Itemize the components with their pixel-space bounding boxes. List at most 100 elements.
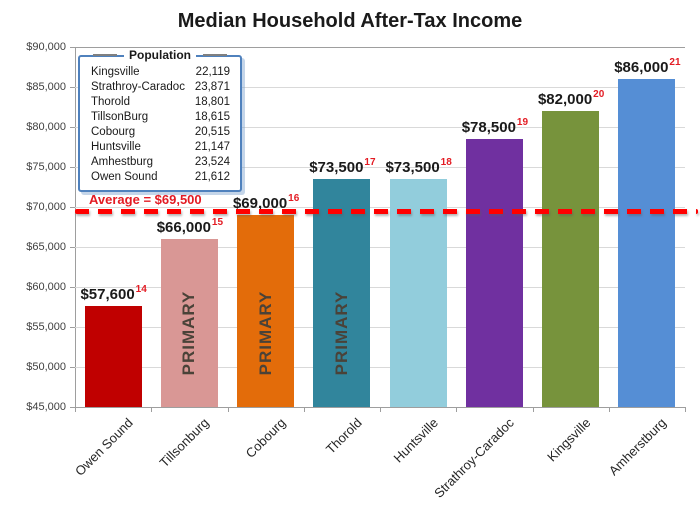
average-label: Average = $69,500 [89,192,202,207]
gridline-50000 [75,367,685,368]
legend-city: TillsonBurg [91,111,149,123]
primary-label-tillsonburg: PRIMARY [179,290,199,376]
x-axis-label-strathroy-caradoc: Strathroy-Caradoc [431,415,517,501]
average-line [75,209,698,214]
bar-amherstburg [618,79,676,407]
bar-value-label: $78,50019 [462,117,529,136]
legend-city: Thorold [91,96,130,108]
legend-population-value: 20,515 [194,126,230,138]
x-axis-label-kingsville: Kingsville [543,415,594,465]
x-axis-tick [303,407,305,412]
x-axis-label-owen-sound: Owen Sound [71,415,136,479]
y-axis-label-75000: $75,000 [26,161,66,173]
x-axis-tick [532,407,534,412]
y-axis-tick [70,367,75,368]
bar-strathroy-caradoc [465,139,523,407]
y-axis-tick [70,407,75,408]
population-legend: Population Kingsville 22,119 Strathroy-Car… [78,48,242,192]
x-axis-label-cobourg: Cobourg [242,415,289,461]
y-axis-tick [70,207,75,208]
bar-value-kingsville: $82,000 [537,91,593,108]
legend-row: Owen Sound 21,612 [80,170,240,185]
gridline-60000 [75,287,685,288]
legend-row: Huntsville 21,147 [80,140,240,155]
legend-city: Amhestburg [91,156,154,168]
legend-population-value: 23,524 [194,156,230,168]
gridline-75000 [75,167,685,168]
plot-area: PRIMARY PRIMARY PRIMARY [75,47,685,408]
x-axis-label-amherstburg: Amherstburg [606,415,670,479]
footnote-ref-amherstburg: 21 [669,57,681,68]
footnote-ref-owen-sound: 14 [135,284,147,296]
y-axis-line [75,47,76,407]
x-axis-tick [456,407,458,412]
legend-population-value: 18,615 [194,111,230,123]
legend-title-line-right [203,54,227,56]
x-axis-label-huntsville: Huntsville [390,415,441,466]
bar-value-label: $86,00021 [614,57,681,76]
bar-value-label: $66,00015 [156,217,224,236]
legend-city: Owen Sound [91,171,158,183]
bar-value-label: $82,00020 [537,89,605,108]
x-axis-tick [75,407,76,412]
bar-cobourg [237,215,295,407]
legend-city: Kingsville [91,66,140,78]
bar-huntsville [389,179,447,407]
gridline-55000 [75,327,685,328]
x-axis-tick [608,407,610,412]
legend-city: Huntsville [91,141,141,153]
footnote-ref-tillsonburg: 15 [211,217,224,228]
footnote-ref-thorold: 17 [364,157,376,168]
legend-row: TillsonBurg 18,615 [80,110,240,125]
footnote-ref-cobourg: 16 [288,193,300,204]
y-axis-tick [70,167,75,168]
legend-population-value: 23,871 [194,81,230,93]
x-axis-tick [151,407,153,412]
y-axis-label-85000: $85,000 [26,81,66,93]
bar-kingsville [542,111,600,407]
y-axis-label-60000: $60,000 [26,281,66,293]
legend-city: Strathroy-Caradoc [91,81,185,93]
chart-title: Median Household After-Tax Income [177,10,523,32]
bar-owen-sound [84,306,142,407]
footnote-ref-strathroy-caradoc: 19 [516,117,529,128]
footnote-ref-kingsville: 20 [593,89,605,100]
y-axis-tick [70,327,75,328]
legend-population-value: 18,801 [194,96,230,108]
bar-value-thorold: $73,500 [309,159,364,176]
y-axis-label-45000: $45,000 [26,401,66,413]
x-axis-label-tillsonburg: Tillsonburg [156,415,212,471]
bar-value-label: $69,00016 [232,193,300,212]
x-axis-label-thorold: Thorold [322,415,365,457]
y-axis-label-70000: $70,000 [26,201,66,213]
bar-value-label: $57,60014 [80,284,147,303]
legend-city: Cobourg [91,126,136,138]
legend-title-line-left [93,54,117,56]
y-axis-tick [70,287,75,288]
gridline-80000 [75,127,685,128]
legend-population-value: 21,612 [194,171,230,183]
bar-value-label: $73,50017 [309,157,376,176]
bar-thorold [313,179,371,407]
gridline-90000 [75,47,685,48]
gridline-70000 [75,207,685,208]
bar-value-huntsville: $73,500 [385,159,440,176]
gridline-85000 [75,87,685,88]
legend-population-value: 22,119 [195,66,230,78]
bar-tillsonburg [160,239,218,407]
bar-value-cobourg: $69,000 [232,195,288,212]
x-axis-tick [380,407,381,412]
x-axis-tick [227,407,229,412]
primary-label-cobourg: PRIMARY [255,290,275,376]
legend-row: Amhestburg 23,524 [80,155,240,170]
bar-value-tillsonburg: $66,000 [156,219,211,236]
legend-title-row: Population [80,48,240,62]
y-axis-tick [70,247,75,248]
y-axis-tick [70,47,75,48]
footnote-ref-huntsville: 18 [440,157,452,168]
y-axis-label-90000: $90,000 [26,41,66,53]
bar-value-amherstburg: $86,000 [614,59,669,76]
y-axis-tick [70,87,75,88]
gridline-65000 [75,247,685,248]
